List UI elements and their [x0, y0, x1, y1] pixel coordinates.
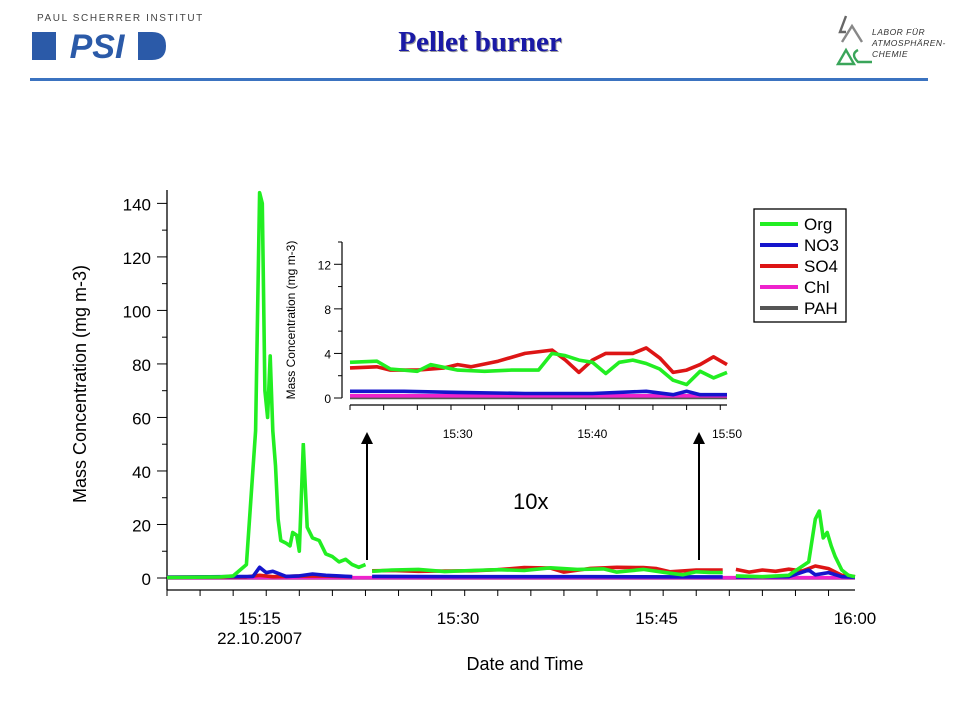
main-chart-marks — [166, 190, 856, 580]
lab-line-1: LABOR FÜR — [872, 27, 926, 37]
zoom-arrow-head-1 — [361, 432, 373, 444]
zoom-arrows — [361, 432, 705, 560]
inset-series-org — [349, 351, 728, 387]
inset-chart-axes: 0 4 8 12 15:30 15:40 15:50 Mass Concentration (… — [284, 241, 742, 441]
inset-y-tick-label: 8 — [324, 303, 331, 317]
main-y-tick-label: 80 — [132, 356, 151, 375]
lab-line-2: ATMOSPHÄREN- — [872, 38, 946, 48]
main-x-tick-label: 15:15 — [238, 609, 281, 628]
main-x-tick-label: 15:30 — [437, 609, 480, 628]
main-x-tick-label: 16:00 — [834, 609, 877, 628]
inset-chart-marks — [349, 346, 728, 400]
lab-line-3: CHEMIE — [872, 49, 909, 59]
legend-label-pah: PAH — [804, 299, 838, 318]
inset-y-axis-label: Mass Concentration (mg m-3) — [284, 241, 298, 400]
page-title: Pellet burner — [398, 26, 562, 58]
main-y-tick-label: 120 — [123, 249, 151, 268]
inset-panel — [300, 225, 755, 443]
main-y-tick-label: 60 — [132, 409, 151, 428]
institute-label: PAUL SCHERRER INSTITUT — [37, 13, 204, 24]
main-series-org — [166, 190, 856, 580]
inset-y-tick-label: 0 — [324, 392, 331, 406]
main-y-tick-label: 100 — [123, 302, 151, 321]
main-y-tick-label: 140 — [123, 195, 151, 214]
main-x-tick-date: 22.10.2007 — [217, 629, 302, 648]
legend-label-chl: Chl — [804, 278, 830, 297]
main-x-tick-label: 15:45 — [635, 609, 678, 628]
inset-x-tick-label: 15:40 — [577, 427, 607, 441]
psi-logo: PSI — [32, 28, 166, 66]
inset-series-so4 — [349, 346, 728, 375]
legend-label-org: Org — [804, 215, 832, 234]
main-y-tick-label: 0 — [142, 570, 151, 589]
main-y-tick-label: 40 — [132, 463, 151, 482]
lab-label: LABOR FÜR ATMOSPHÄREN- CHEMIE — [872, 27, 946, 60]
main-x-axis-label: Date and Time — [466, 654, 583, 674]
inset-series-no3 — [350, 389, 727, 397]
psi-logo-text: PSI — [70, 28, 126, 66]
legend-label-so4: SO4 — [804, 257, 838, 276]
legend-label-no3: NO3 — [804, 236, 839, 255]
zoom-arrow-head-2 — [693, 432, 705, 444]
inset-x-tick-label: 15:30 — [443, 427, 473, 441]
inset-y-tick-label: 12 — [318, 258, 332, 272]
lac-logo — [835, 15, 872, 66]
inset-x-tick-label: 15:50 — [712, 427, 742, 441]
inset-background — [300, 225, 755, 443]
zoom-annotation: 10x — [513, 489, 548, 514]
legend: Org NO3 SO4 Chl PAH — [753, 208, 847, 323]
main-y-axis-label: Mass Concentration (mg m-3) — [70, 265, 90, 503]
inset-y-tick-label: 4 — [324, 347, 331, 361]
main-y-tick-label: 20 — [132, 516, 151, 535]
header-divider — [30, 78, 928, 81]
